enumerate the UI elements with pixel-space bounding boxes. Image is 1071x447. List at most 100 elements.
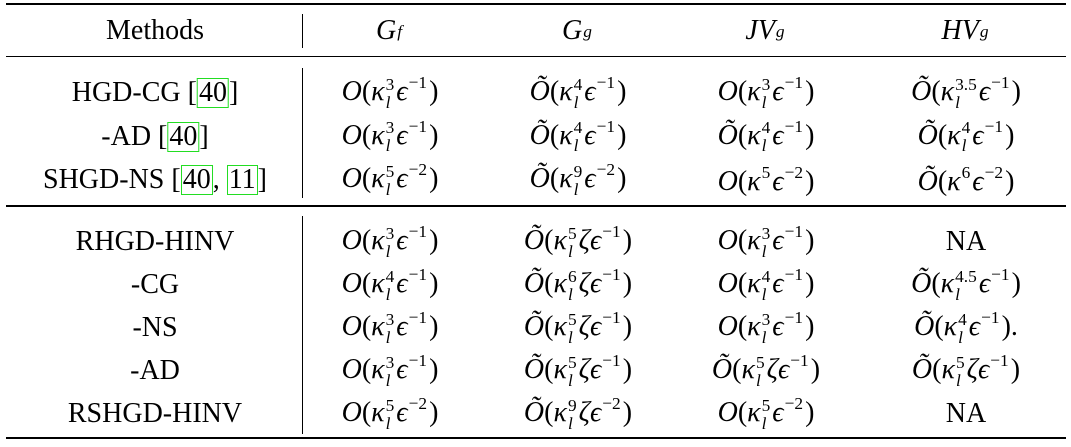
complexity-cell: O(κ 3 l ϵ −1) bbox=[718, 308, 815, 347]
script: g bbox=[776, 23, 785, 41]
math-symbol: O bbox=[717, 268, 738, 300]
math-symbol: ϵ bbox=[584, 119, 596, 151]
complexity-cell: O(κ 5 l ϵ −2) bbox=[718, 394, 815, 433]
text: ( bbox=[737, 311, 748, 343]
citation-link[interactable]: 40 bbox=[180, 164, 213, 195]
script: 4.5 l bbox=[955, 267, 977, 304]
math-symbol: ϵ bbox=[396, 119, 408, 151]
text: NA bbox=[945, 226, 987, 257]
math-symbol: κ bbox=[940, 268, 955, 300]
subscript: l bbox=[761, 241, 767, 261]
subscript: l bbox=[955, 284, 960, 304]
math-symbol: ζϵ bbox=[578, 397, 602, 429]
script: f bbox=[397, 23, 402, 41]
math-symbol: ζϵ bbox=[578, 268, 602, 300]
superscript: −1 bbox=[602, 265, 621, 285]
script: −1 bbox=[409, 308, 427, 327]
math-symbol: Õ bbox=[911, 354, 933, 386]
math-symbol: HV bbox=[941, 15, 979, 46]
script: −2 bbox=[602, 394, 620, 413]
math-symbol: ζϵ bbox=[578, 354, 602, 386]
math-symbol: ϵ bbox=[584, 76, 596, 108]
math-symbol: κ bbox=[941, 354, 955, 386]
math-symbol: ϵ bbox=[396, 311, 408, 343]
superscript: 5 bbox=[567, 309, 577, 329]
method-cell: -AD bbox=[130, 357, 180, 385]
header-cell: Methods bbox=[106, 17, 204, 45]
text: ). bbox=[1001, 311, 1018, 343]
superscript: 3 bbox=[385, 352, 395, 372]
math-symbol: ϵ bbox=[772, 311, 784, 343]
text: RHGD-HINV bbox=[75, 226, 235, 257]
text: ) bbox=[429, 225, 439, 257]
superscript: −1 bbox=[408, 116, 428, 136]
script: −1 bbox=[785, 117, 803, 136]
text: ) bbox=[805, 119, 815, 151]
text: NA bbox=[945, 398, 987, 429]
math-symbol: κ bbox=[371, 225, 385, 257]
superscript: 5 bbox=[385, 161, 395, 181]
citation-link[interactable]: 11 bbox=[226, 164, 258, 195]
citation-link[interactable]: 40 bbox=[196, 77, 229, 108]
top-rule bbox=[6, 3, 1066, 5]
subscript: l bbox=[385, 179, 391, 199]
text: ) bbox=[805, 311, 815, 343]
text: ( bbox=[937, 166, 948, 198]
script: −1 bbox=[408, 222, 428, 242]
column-divider bbox=[302, 68, 304, 198]
superscript: 9 bbox=[567, 395, 577, 415]
complexity-cell: Õ(κ 4 l ϵ −1) bbox=[530, 73, 627, 112]
text: ] bbox=[257, 164, 267, 195]
math-symbol: κ bbox=[371, 354, 385, 386]
math-symbol: Õ bbox=[529, 163, 550, 195]
math-symbol: Õ bbox=[917, 119, 938, 151]
math-symbol: κ bbox=[747, 311, 761, 343]
text: ) bbox=[429, 76, 439, 108]
superscript: −1 bbox=[602, 308, 621, 328]
script: −1 bbox=[981, 308, 999, 327]
complexity-cell: Õ(κ 5 l ζϵ −1) bbox=[911, 351, 1020, 390]
superscript: −1 bbox=[991, 265, 1010, 285]
subscript: l bbox=[573, 92, 579, 112]
bottom-rule bbox=[6, 437, 1066, 439]
text: ( bbox=[931, 76, 941, 108]
script: −2 bbox=[785, 394, 803, 413]
superscript: 5 bbox=[755, 352, 765, 372]
math-symbol: ϵ bbox=[584, 163, 596, 195]
subscript: l bbox=[958, 327, 963, 347]
header-rule bbox=[6, 56, 1066, 58]
complexity-cell: O(κ 3 l ϵ −1) bbox=[342, 73, 439, 112]
complexity-cell: O(κ 4 l ϵ −1) bbox=[342, 265, 439, 304]
citation-link[interactable]: 40 bbox=[167, 120, 200, 152]
math-symbol: κ bbox=[371, 119, 385, 151]
math-symbol: ϵ bbox=[396, 225, 408, 257]
complexity-cell: Õ(κ 4 l ϵ −1) bbox=[917, 117, 1015, 156]
superscript: 3 bbox=[385, 74, 395, 94]
math-symbol: Õ bbox=[523, 354, 545, 386]
subscript: l bbox=[955, 370, 961, 390]
superscript: 4 bbox=[761, 266, 771, 286]
superscript: 6 bbox=[961, 162, 971, 182]
math-symbol: κ bbox=[747, 397, 761, 429]
complexity-cell: Õ(κ 5 l ζϵ −1) bbox=[524, 308, 632, 347]
subscript: g bbox=[775, 22, 785, 42]
script: 6 bbox=[961, 162, 971, 182]
superscript: 5 bbox=[385, 395, 395, 415]
math-symbol: κ bbox=[940, 76, 955, 108]
math-symbol: κ bbox=[371, 76, 385, 108]
text: ( bbox=[549, 76, 560, 108]
superscript: 3 bbox=[761, 309, 771, 329]
math-symbol: ζϵ bbox=[766, 354, 790, 386]
math-symbol: Õ bbox=[523, 225, 545, 257]
superscript: −1 bbox=[408, 222, 428, 242]
script: −1 bbox=[790, 351, 808, 370]
math-symbol: ϵ bbox=[396, 76, 408, 108]
